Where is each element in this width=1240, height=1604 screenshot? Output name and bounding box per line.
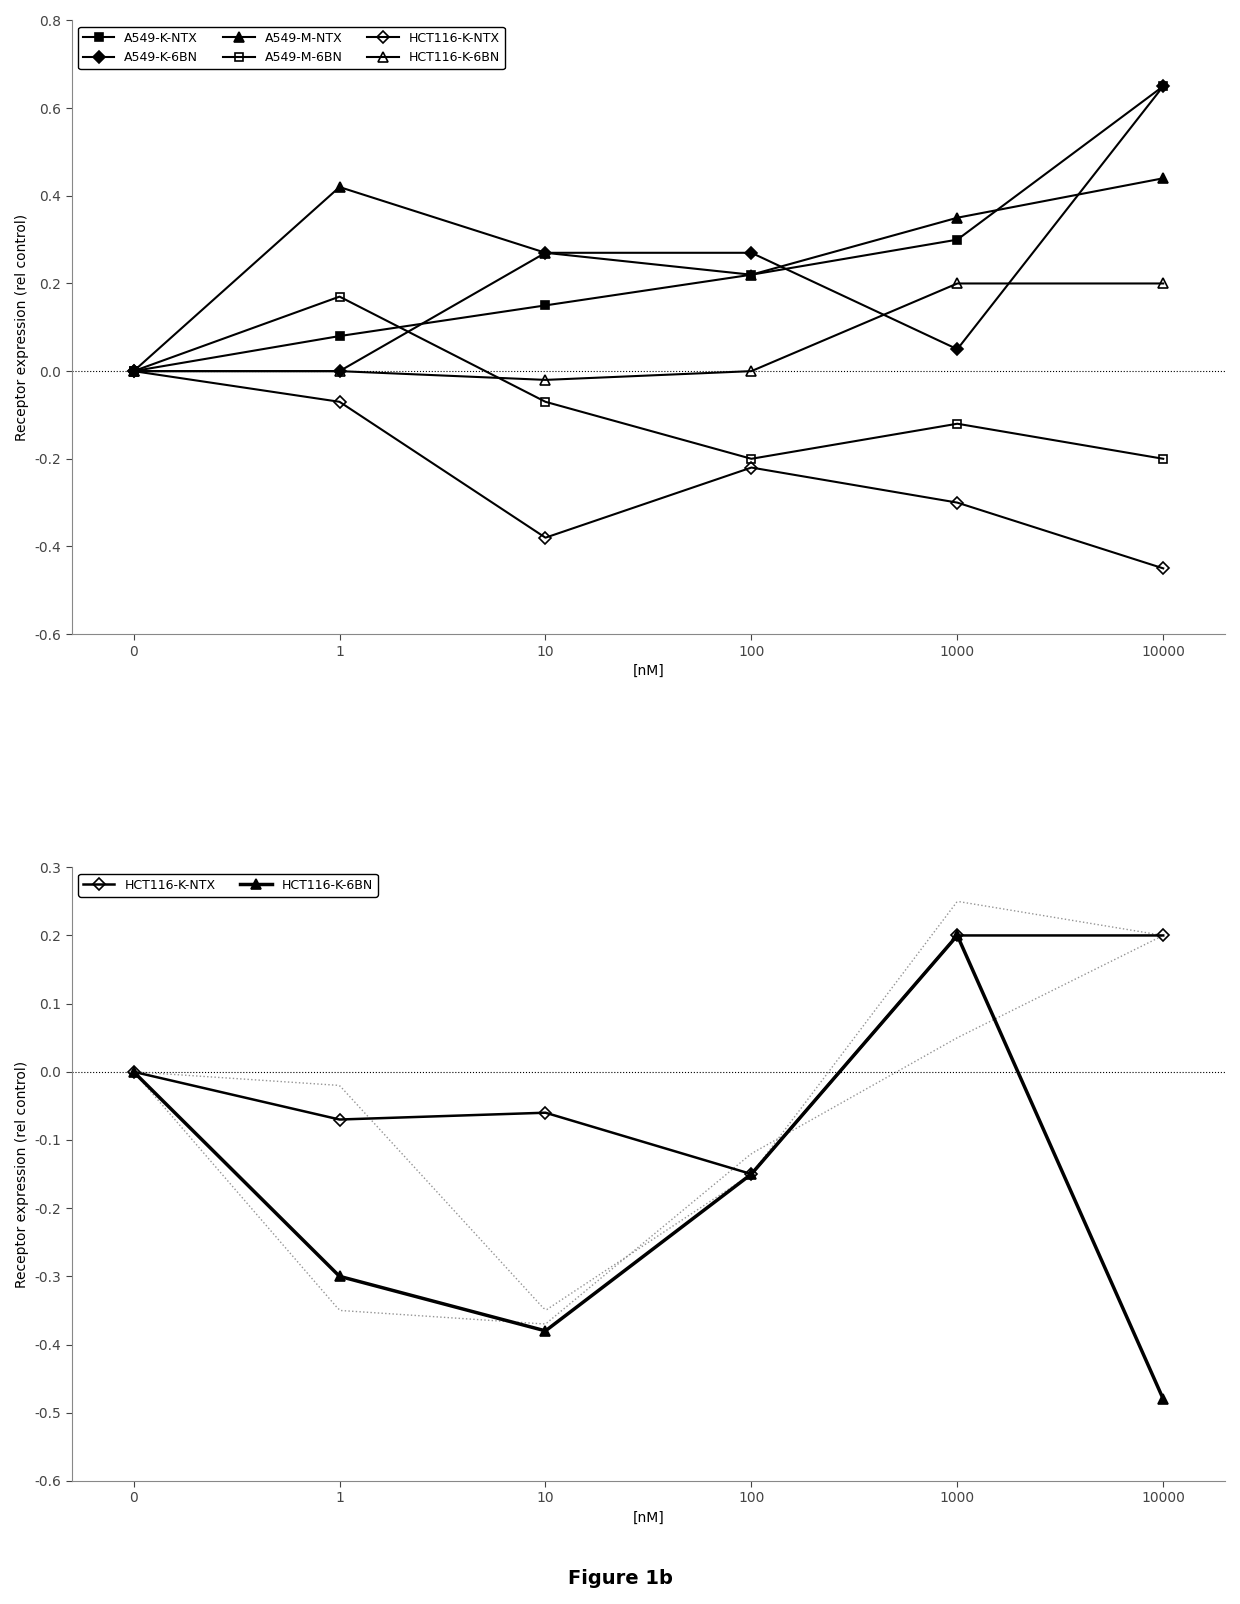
Line: A549-M-NTX: A549-M-NTX <box>129 173 1168 375</box>
A549-K-6BN <box>950 340 965 359</box>
A549-K-NTX <box>126 361 141 380</box>
HCT116-K-NTX <box>744 457 759 476</box>
HCT116-K-NTX <box>950 492 965 512</box>
HCT116-K-6BN <box>538 371 553 390</box>
Legend: A549-K-NTX, A549-K-6BN, A549-M-NTX, A549-M-6BN, HCT116-K-NTX, HCT116-K-6BN: A549-K-NTX, A549-K-6BN, A549-M-NTX, A549… <box>78 27 505 69</box>
A549-M-NTX <box>744 265 759 284</box>
A549-K-6BN <box>332 361 347 380</box>
HCT116-K-NTX <box>332 1110 347 1129</box>
A549-M-NTX <box>126 361 141 380</box>
A549-K-6BN <box>538 244 553 263</box>
HCT116-K-NTX <box>126 361 141 380</box>
Legend: HCT116-K-NTX, HCT116-K-6BN: HCT116-K-NTX, HCT116-K-6BN <box>78 874 378 897</box>
A549-M-6BN <box>332 287 347 306</box>
A549-M-6BN <box>1156 449 1171 468</box>
Line: A549-K-NTX: A549-K-NTX <box>129 82 1167 375</box>
Line: HCT116-K-6BN: HCT116-K-6BN <box>129 930 1168 1404</box>
HCT116-K-6BN <box>950 926 965 945</box>
Text: Figure 1b: Figure 1b <box>568 1569 672 1588</box>
HCT116-K-NTX <box>538 1104 553 1123</box>
A549-M-6BN <box>538 393 553 412</box>
HCT116-K-NTX <box>332 393 347 412</box>
HCT116-K-NTX <box>1156 558 1171 577</box>
Line: A549-K-6BN: A549-K-6BN <box>129 82 1167 375</box>
HCT116-K-6BN <box>126 1062 141 1081</box>
A549-M-NTX <box>538 244 553 263</box>
HCT116-K-NTX <box>126 1062 141 1081</box>
A549-K-NTX <box>332 327 347 346</box>
HCT116-K-NTX <box>744 1165 759 1184</box>
HCT116-K-6BN <box>332 361 347 380</box>
A549-K-6BN <box>1156 77 1171 96</box>
HCT116-K-NTX <box>950 926 965 945</box>
A549-K-NTX <box>1156 77 1171 96</box>
A549-M-NTX <box>950 209 965 228</box>
A549-M-NTX <box>1156 168 1171 188</box>
HCT116-K-6BN <box>744 361 759 380</box>
A549-M-NTX <box>332 178 347 197</box>
Line: A549-M-6BN: A549-M-6BN <box>129 292 1167 464</box>
HCT116-K-6BN <box>332 1267 347 1286</box>
HCT116-K-6BN <box>1156 274 1171 294</box>
Line: HCT116-K-NTX: HCT116-K-NTX <box>129 932 1167 1179</box>
HCT116-K-6BN <box>950 274 965 294</box>
X-axis label: [nM]: [nM] <box>632 664 665 678</box>
Line: HCT116-K-6BN: HCT116-K-6BN <box>129 279 1168 385</box>
A549-M-6BN <box>126 361 141 380</box>
Y-axis label: Receptor expression (rel control): Receptor expression (rel control) <box>15 1060 29 1288</box>
A549-K-6BN <box>126 361 141 380</box>
A549-K-6BN <box>744 244 759 263</box>
Line: HCT116-K-NTX: HCT116-K-NTX <box>129 367 1167 573</box>
HCT116-K-6BN <box>744 1165 759 1184</box>
X-axis label: [nM]: [nM] <box>632 1511 665 1525</box>
HCT116-K-NTX <box>538 528 553 547</box>
HCT116-K-6BN <box>538 1322 553 1341</box>
A549-K-NTX <box>950 229 965 249</box>
HCT116-K-NTX <box>1156 926 1171 945</box>
Y-axis label: Receptor expression (rel control): Receptor expression (rel control) <box>15 213 29 441</box>
A549-K-NTX <box>538 295 553 314</box>
A549-M-6BN <box>950 414 965 433</box>
A549-K-NTX <box>744 265 759 284</box>
HCT116-K-6BN <box>126 361 141 380</box>
HCT116-K-6BN <box>1156 1389 1171 1408</box>
A549-M-6BN <box>744 449 759 468</box>
